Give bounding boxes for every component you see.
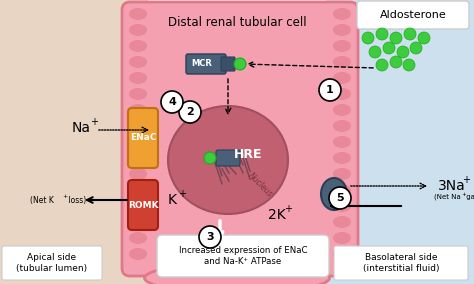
FancyBboxPatch shape [157,235,329,277]
Text: Na: Na [72,121,91,135]
Circle shape [362,32,374,44]
Ellipse shape [333,216,351,228]
Ellipse shape [333,232,351,244]
Text: +: + [90,117,98,127]
Text: MCR: MCR [191,60,212,68]
Ellipse shape [129,88,147,100]
Ellipse shape [129,136,147,148]
Ellipse shape [129,184,147,196]
Text: Aldosterone: Aldosterone [380,10,447,20]
Ellipse shape [129,8,147,20]
Text: +: + [461,191,466,197]
Circle shape [376,28,388,40]
Ellipse shape [129,248,147,260]
Circle shape [319,79,341,101]
Circle shape [418,32,430,44]
Circle shape [404,28,416,40]
Circle shape [234,58,246,70]
FancyBboxPatch shape [221,57,235,71]
Ellipse shape [321,178,347,210]
Ellipse shape [129,200,147,212]
Circle shape [179,101,201,123]
FancyBboxPatch shape [122,2,358,276]
Text: Distal renal tubular cell: Distal renal tubular cell [168,16,306,28]
Circle shape [390,56,402,68]
Text: ROMK: ROMK [128,201,158,210]
Circle shape [161,91,183,113]
Ellipse shape [333,136,351,148]
Ellipse shape [129,56,147,68]
Text: Nucleus: Nucleus [246,171,274,199]
Circle shape [369,46,381,58]
Bar [326,0,474,284]
Ellipse shape [145,263,329,284]
Text: +: + [178,189,186,199]
Ellipse shape [129,232,147,244]
Text: 4: 4 [168,97,176,107]
Circle shape [199,226,221,248]
Circle shape [204,152,216,164]
Ellipse shape [333,88,351,100]
Circle shape [403,59,415,71]
Ellipse shape [168,106,288,214]
Text: 3Na: 3Na [438,179,466,193]
FancyBboxPatch shape [334,246,468,280]
FancyBboxPatch shape [357,1,469,29]
Ellipse shape [129,24,147,36]
FancyBboxPatch shape [2,246,102,280]
Ellipse shape [129,216,147,228]
Text: 5: 5 [336,193,344,203]
FancyBboxPatch shape [186,54,226,74]
Ellipse shape [333,56,351,68]
Text: 2K: 2K [268,208,286,222]
Circle shape [383,42,395,54]
FancyBboxPatch shape [128,180,158,230]
Ellipse shape [333,40,351,52]
Text: 1: 1 [326,85,334,95]
Bar [0,0,148,284]
Ellipse shape [129,104,147,116]
Ellipse shape [129,168,147,180]
Circle shape [329,187,351,209]
Circle shape [410,42,422,54]
Text: (Net K: (Net K [30,195,54,204]
Text: (Net Na: (Net Na [434,194,461,200]
Text: K: K [168,193,177,207]
Ellipse shape [129,72,147,84]
Text: Increased expression of ENaC
and Na-K⁺ ATPase: Increased expression of ENaC and Na-K⁺ A… [179,246,307,266]
Circle shape [376,59,388,71]
FancyBboxPatch shape [128,108,158,168]
Ellipse shape [333,104,351,116]
Ellipse shape [333,120,351,132]
Ellipse shape [333,200,351,212]
Ellipse shape [333,168,351,180]
Text: +: + [462,175,470,185]
Text: loss): loss) [66,195,86,204]
Ellipse shape [333,248,351,260]
Ellipse shape [129,152,147,164]
Circle shape [390,32,402,44]
Ellipse shape [333,184,351,196]
Circle shape [397,46,409,58]
Ellipse shape [333,72,351,84]
Text: ENaC: ENaC [130,133,156,143]
Text: Apical side
(tubular lumen): Apical side (tubular lumen) [17,253,88,273]
Text: 2: 2 [186,107,194,117]
Ellipse shape [333,8,351,20]
Text: HRE: HRE [234,149,262,162]
Ellipse shape [129,40,147,52]
Text: gain): gain) [464,194,474,200]
Ellipse shape [129,120,147,132]
Text: +: + [62,195,67,199]
Text: +: + [284,204,292,214]
FancyBboxPatch shape [216,150,240,166]
Text: 3: 3 [206,232,214,242]
Ellipse shape [333,152,351,164]
Text: Basolateral side
(interstitial fluid): Basolateral side (interstitial fluid) [363,253,439,273]
Ellipse shape [333,24,351,36]
